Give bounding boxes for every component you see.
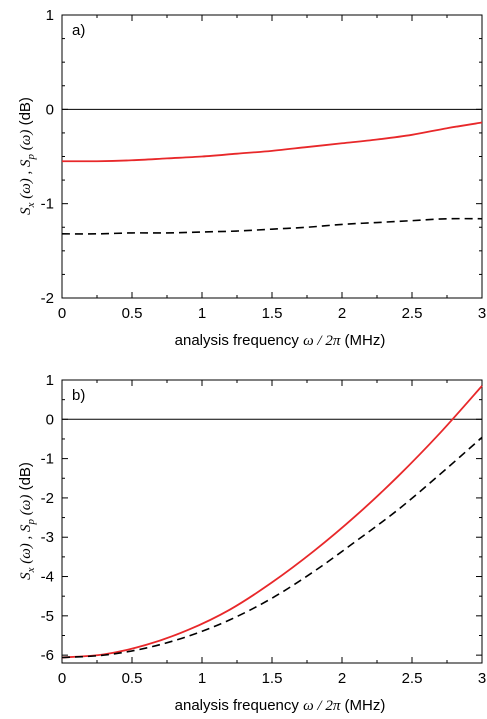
x-tick-label: 1 xyxy=(198,305,206,322)
y-tick-label: -2 xyxy=(41,490,54,507)
y-axis-ticks: 1 0 -1 -2 xyxy=(41,7,482,307)
y-tick-label: -6 xyxy=(41,647,54,664)
y-tick-label: 1 xyxy=(46,372,54,389)
series-line-dashed-black xyxy=(61,436,483,659)
x-tick-label: 3 xyxy=(478,670,486,687)
x-axis-ticks: 0 0.5 1 1.5 2 2.5 3 xyxy=(58,380,486,687)
x-axis-label: analysis frequency ω / 2π (MHz) xyxy=(175,697,386,714)
y-tick-label: -5 xyxy=(41,608,54,625)
x-tick-label: 1.5 xyxy=(262,670,283,687)
panel-label: b) xyxy=(72,387,85,404)
y-tick-label: -1 xyxy=(41,451,54,468)
x-tick-label: 1 xyxy=(198,670,206,687)
x-tick-label: 0 xyxy=(58,305,66,322)
x-tick-label: 2 xyxy=(338,305,346,322)
x-tick-label: 0.5 xyxy=(122,305,143,322)
y-tick-label: -2 xyxy=(41,290,54,307)
x-tick-label: 0.5 xyxy=(122,670,143,687)
y-tick-label: -1 xyxy=(41,196,54,213)
x-axis-label: analysis frequency ω / 2π (MHz) xyxy=(175,332,386,349)
y-tick-label: -4 xyxy=(41,569,54,586)
y-tick-label: -3 xyxy=(41,529,54,546)
series-line-solid-red xyxy=(61,385,483,659)
series-line-dashed-black xyxy=(61,217,483,235)
y-tick-label: 1 xyxy=(46,7,54,24)
y-axis-label: Sx (ω) , Sp (ω) (dB) xyxy=(17,97,37,215)
y-tick-label: 0 xyxy=(46,411,54,428)
y-tick-label: 0 xyxy=(46,101,54,118)
panel-a: 0 0.5 1 1.5 2 2.5 3 1 0 -1 -2 a) analysis frequency … xyxy=(17,7,486,349)
plot-frame xyxy=(61,14,483,299)
x-axis-ticks: 0 0.5 1 1.5 2 2.5 3 xyxy=(58,15,486,322)
plot-frame xyxy=(61,379,483,664)
x-tick-label: 2.5 xyxy=(402,305,423,322)
y-axis-ticks: 1 0 -1 -2 -3 -4 -5 -6 xyxy=(41,372,482,664)
x-tick-label: 0 xyxy=(58,670,66,687)
x-tick-label: 2.5 xyxy=(402,670,423,687)
x-tick-label: 2 xyxy=(338,670,346,687)
y-axis-label: Sx (ω) , Sp (ω) (dB) xyxy=(17,462,37,580)
series-line-solid-red xyxy=(61,121,483,163)
panel-b: 0 0.5 1 1.5 2 2.5 3 1 0 -1 -2 -3 -4 -5 -6 b) analysis fr… xyxy=(17,372,486,714)
panel-label: a) xyxy=(72,22,85,39)
x-tick-label: 3 xyxy=(478,305,486,322)
x-tick-label: 1.5 xyxy=(262,305,283,322)
